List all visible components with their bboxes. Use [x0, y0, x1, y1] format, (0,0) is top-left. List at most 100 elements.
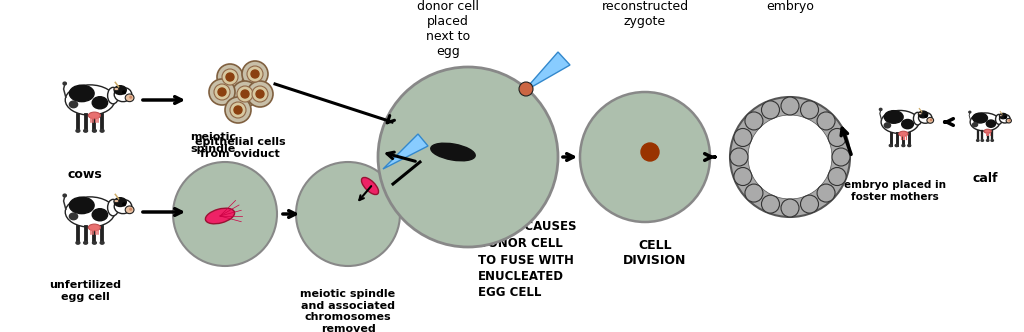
Ellipse shape: [114, 199, 119, 203]
Ellipse shape: [999, 114, 1007, 119]
Ellipse shape: [115, 198, 126, 207]
Circle shape: [256, 90, 264, 98]
Ellipse shape: [115, 87, 132, 102]
Circle shape: [217, 64, 243, 90]
Ellipse shape: [981, 140, 983, 141]
Ellipse shape: [881, 111, 919, 133]
Text: calf: calf: [972, 172, 997, 185]
Ellipse shape: [969, 111, 971, 113]
Ellipse shape: [999, 115, 1010, 123]
Circle shape: [781, 199, 799, 217]
Circle shape: [237, 86, 253, 102]
Circle shape: [222, 69, 238, 85]
Circle shape: [296, 162, 400, 266]
Circle shape: [123, 91, 126, 94]
Text: donor cell
placed
next to
egg: donor cell placed next to egg: [417, 0, 479, 58]
Ellipse shape: [88, 224, 100, 231]
Ellipse shape: [84, 241, 87, 244]
Ellipse shape: [88, 112, 100, 119]
Ellipse shape: [100, 241, 104, 244]
Ellipse shape: [919, 112, 922, 115]
Ellipse shape: [927, 118, 934, 123]
Ellipse shape: [902, 144, 905, 146]
Circle shape: [817, 112, 835, 130]
Circle shape: [214, 84, 230, 100]
Circle shape: [817, 184, 835, 202]
Ellipse shape: [986, 140, 989, 141]
Ellipse shape: [130, 96, 131, 98]
Circle shape: [744, 112, 763, 130]
Ellipse shape: [108, 199, 119, 216]
Circle shape: [241, 90, 249, 98]
Ellipse shape: [431, 143, 475, 161]
Circle shape: [218, 88, 226, 96]
Circle shape: [748, 115, 831, 199]
Circle shape: [209, 79, 234, 105]
Ellipse shape: [84, 129, 87, 132]
Circle shape: [519, 82, 534, 96]
Ellipse shape: [931, 119, 932, 121]
Ellipse shape: [986, 120, 995, 127]
Ellipse shape: [130, 208, 131, 210]
Ellipse shape: [999, 115, 1002, 117]
Circle shape: [762, 195, 779, 213]
Ellipse shape: [919, 111, 928, 118]
Ellipse shape: [92, 241, 96, 244]
Text: meiotic spindle
and associated
chromosomes
removed: meiotic spindle and associated chromosom…: [300, 289, 395, 332]
Ellipse shape: [206, 208, 234, 224]
Text: reconstructed
zygote: reconstructed zygote: [601, 0, 688, 28]
Ellipse shape: [919, 112, 932, 123]
Ellipse shape: [895, 144, 898, 146]
Ellipse shape: [115, 86, 126, 95]
Text: epithelial cells
from oviduct: epithelial cells from oviduct: [195, 137, 286, 159]
Ellipse shape: [885, 123, 891, 128]
Circle shape: [744, 184, 763, 202]
Ellipse shape: [973, 123, 978, 126]
Ellipse shape: [100, 129, 104, 132]
Circle shape: [247, 81, 273, 107]
Text: embryo: embryo: [766, 0, 814, 13]
Text: meiotic
spindle: meiotic spindle: [190, 132, 236, 154]
Ellipse shape: [995, 115, 1002, 124]
Circle shape: [378, 67, 558, 247]
Circle shape: [242, 61, 268, 87]
Text: embryo placed in
foster mothers: embryo placed in foster mothers: [844, 180, 946, 202]
Ellipse shape: [66, 85, 115, 115]
Ellipse shape: [885, 111, 903, 123]
Text: ELECTRIC
PULSE CAUSES
DONOR CELL
TO FUSE WITH
ENUCLEATED
EGG CELL: ELECTRIC PULSE CAUSES DONOR CELL TO FUSE…: [478, 204, 577, 299]
Ellipse shape: [361, 178, 379, 195]
Polygon shape: [523, 52, 570, 92]
Ellipse shape: [889, 144, 892, 146]
Text: cows: cows: [68, 168, 102, 181]
Circle shape: [225, 97, 251, 123]
Circle shape: [925, 115, 927, 117]
Circle shape: [252, 86, 268, 102]
Ellipse shape: [970, 113, 999, 131]
Ellipse shape: [92, 97, 108, 109]
Ellipse shape: [1007, 119, 1012, 123]
Circle shape: [730, 97, 850, 217]
Circle shape: [247, 66, 263, 82]
Circle shape: [828, 128, 846, 146]
Ellipse shape: [70, 101, 78, 108]
Ellipse shape: [92, 129, 96, 132]
Circle shape: [173, 162, 278, 266]
Ellipse shape: [108, 87, 119, 104]
Circle shape: [730, 148, 748, 166]
Ellipse shape: [70, 85, 94, 102]
Text: CELL
DIVISION: CELL DIVISION: [624, 239, 687, 267]
Ellipse shape: [991, 140, 993, 141]
Ellipse shape: [880, 108, 882, 111]
Ellipse shape: [70, 197, 94, 214]
Ellipse shape: [125, 206, 134, 214]
Circle shape: [580, 92, 710, 222]
Ellipse shape: [66, 197, 115, 227]
Circle shape: [801, 101, 818, 119]
Ellipse shape: [63, 82, 67, 85]
Ellipse shape: [115, 199, 132, 214]
Circle shape: [781, 97, 799, 115]
Circle shape: [801, 195, 818, 213]
Circle shape: [831, 148, 850, 166]
Ellipse shape: [973, 113, 987, 123]
Circle shape: [734, 168, 752, 186]
